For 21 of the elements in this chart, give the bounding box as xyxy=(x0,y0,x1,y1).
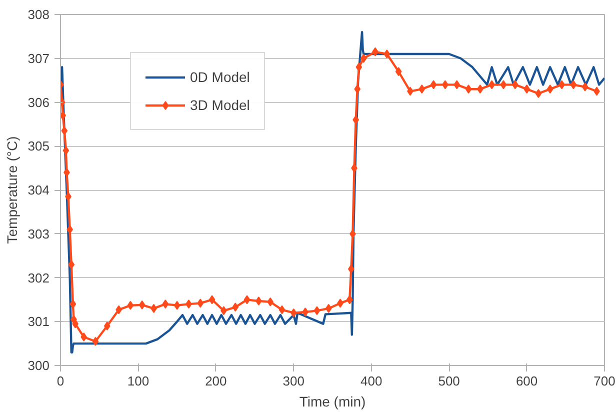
x-tick-label: 300 xyxy=(282,374,304,388)
y-tick-label: 300 xyxy=(28,358,50,373)
x-tick-label: 400 xyxy=(360,374,382,388)
x-tick-label: 500 xyxy=(438,374,460,388)
x-tick-label: 100 xyxy=(127,374,150,388)
y-tick-label: 306 xyxy=(28,94,50,110)
x-tick-label: 700 xyxy=(594,374,616,388)
y-tick-label: 302 xyxy=(28,270,50,286)
legend-label: 0D Model xyxy=(190,69,250,85)
y-axis-title: Temperature (°C) xyxy=(4,136,20,244)
x-tick-label: 0 xyxy=(56,374,64,388)
y-tick-label: 303 xyxy=(28,226,50,242)
x-axis-title: Time (min) xyxy=(299,394,366,410)
x-tick-label: 200 xyxy=(205,374,227,388)
y-tick-label: 301 xyxy=(28,314,50,330)
y-tick-label: 304 xyxy=(28,182,50,198)
x-tick-label: 600 xyxy=(516,374,538,388)
legend-label: 3D Model xyxy=(190,97,250,113)
y-tick-label: 305 xyxy=(28,138,50,154)
y-tick-label: 307 xyxy=(28,50,50,66)
y-tick-label: 308 xyxy=(28,7,50,22)
